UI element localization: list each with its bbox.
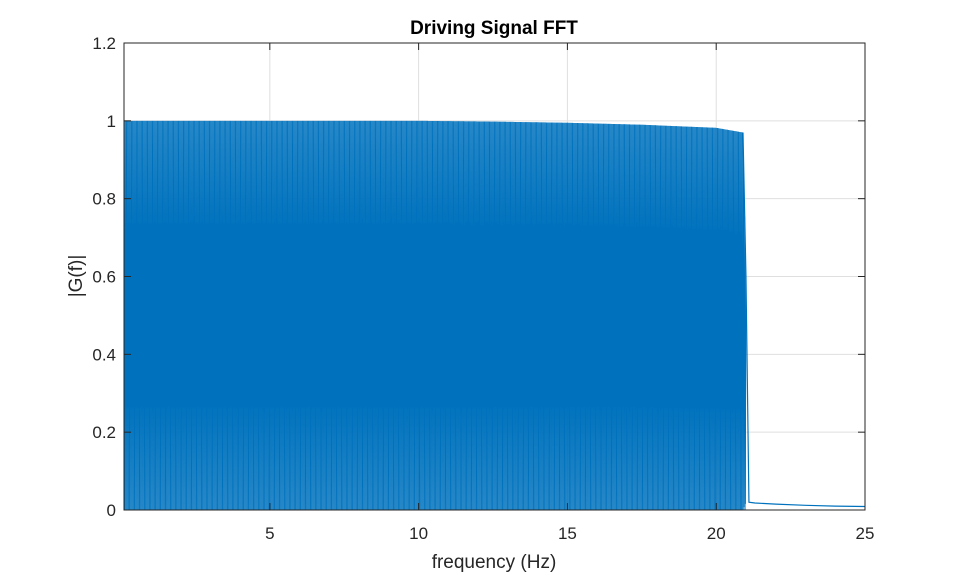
series-core [124, 245, 746, 436]
y-tick-label: 1.2 [92, 34, 116, 53]
axes-box [123, 42, 866, 511]
x-tick-label: 5 [265, 524, 274, 543]
x-tick-label: 15 [558, 524, 577, 543]
x-tick-label: 10 [409, 524, 428, 543]
y-axis-label: |G(f)| [66, 255, 87, 298]
y-tick-label: 0.4 [92, 345, 116, 364]
y-tick-label: 0.8 [92, 190, 116, 209]
tick-labels: 5 10 15 20 25 0 0.2 0.4 0.6 0.8 1 1.2 [92, 34, 874, 543]
x-tick-label: 20 [707, 524, 726, 543]
y-tick-label: 1 [107, 112, 116, 131]
x-tick-label: 25 [856, 524, 875, 543]
chart-title: Driving Signal FFT [410, 18, 578, 39]
series-tail [742, 132, 866, 508]
y-tick-label: 0 [107, 501, 116, 520]
y-tick-label: 0.6 [92, 268, 116, 287]
y-tick-label: 0.2 [92, 423, 116, 442]
x-axis-label: frequency (Hz) [432, 552, 557, 573]
plot-area [123, 120, 866, 511]
